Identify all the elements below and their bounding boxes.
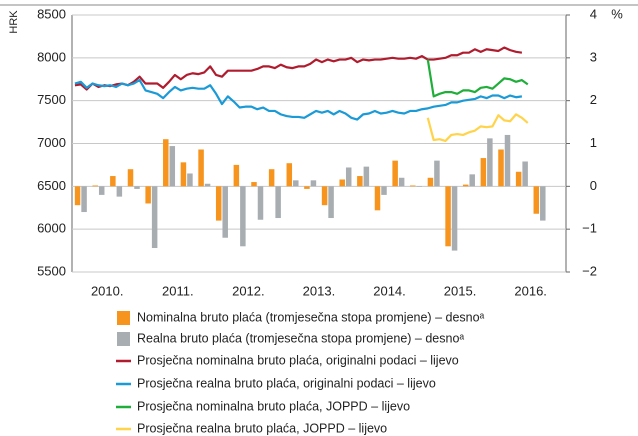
x-tick-label: 2011. [162,283,194,298]
y-axis-label: HRK [8,10,20,34]
bar [357,176,363,187]
y2-tick-label: 1 [590,135,597,150]
legend-label: Prosječna realna bruto plaća, JOPPD – li… [137,421,387,435]
bar [180,162,187,187]
bar [310,180,317,187]
bar [293,180,299,187]
y-tick-label: 7000 [37,135,66,150]
y-tick-label: 5500 [37,263,66,278]
bar [451,186,458,251]
bar [134,186,140,189]
y-tick-label: 6500 [37,178,66,193]
x-tick-label: 2016. [514,283,547,298]
bar [222,186,228,238]
y-tick-label: 8500 [37,6,66,21]
bar [98,186,105,195]
y2-tick-label: −2 [582,263,597,278]
legend-label: Prosječna nominalna bruto plaća, origina… [137,353,459,367]
x-tick-label: 2010. [91,283,124,298]
line [74,79,523,121]
bar [487,138,493,187]
line [74,46,523,91]
bar [169,146,176,187]
bar [410,185,416,187]
bar [268,169,275,187]
bar [321,186,328,206]
bar [286,163,293,187]
y2-tick-label: 3 [590,49,597,64]
bar [328,186,334,219]
y2-axis-label: % [611,6,623,21]
legend-label: Prosječna realna bruto plaća, originalni… [137,376,436,390]
bar [392,160,398,187]
y-tick-label: 7500 [37,92,66,107]
bar [74,186,81,206]
legend-label: Nominalna bruto plaća (tromjesečna stopa… [137,310,485,324]
bar [145,186,151,204]
bar [233,164,240,187]
bar [480,158,487,187]
bar [151,186,158,249]
y2-tick-label: 4 [590,6,597,21]
bar [240,186,246,247]
bar [345,167,352,187]
bar [304,186,310,189]
bar [339,179,345,187]
y2-tick-label: −1 [582,221,597,236]
y-tick-label: 8000 [37,49,66,64]
bar [127,169,134,187]
bar [92,185,98,187]
bar [116,186,123,197]
line [426,113,529,143]
bar [251,182,257,187]
bar [522,161,528,187]
legend-swatch [117,311,130,325]
y2-tick-label: 2 [590,92,597,107]
bar [275,186,281,219]
y-tick-label: 6000 [37,221,66,236]
bar [540,186,546,221]
bar [215,186,222,221]
bar [416,186,423,187]
bar [204,183,211,187]
x-tick-label: 2015. [444,283,477,298]
bar [515,171,522,187]
bar [427,177,434,187]
bar [163,139,169,187]
legend-label: Realna bruto plaća (tromjesečna stopa pr… [137,331,464,345]
bar [257,186,264,220]
bar [374,186,381,211]
legend-swatch [117,332,130,346]
x-tick-label: 2013. [303,283,336,298]
legend-label: Prosječna nominalna bruto plaća, JOPPD –… [137,399,410,413]
bar [81,186,87,213]
bar [533,186,540,214]
bar [198,149,204,187]
bar [110,176,116,187]
y2-tick-label: 0 [590,178,597,193]
bar [498,149,504,187]
x-tick-label: 2014. [373,283,406,298]
bar [434,160,440,187]
bar [398,177,405,187]
line [426,59,529,98]
bar [504,134,511,187]
bar [469,174,475,187]
bar [363,166,370,187]
bar [381,186,387,195]
bar [445,186,451,247]
x-tick-label: 2012. [232,283,265,298]
bar [462,184,469,187]
bar [187,173,193,187]
